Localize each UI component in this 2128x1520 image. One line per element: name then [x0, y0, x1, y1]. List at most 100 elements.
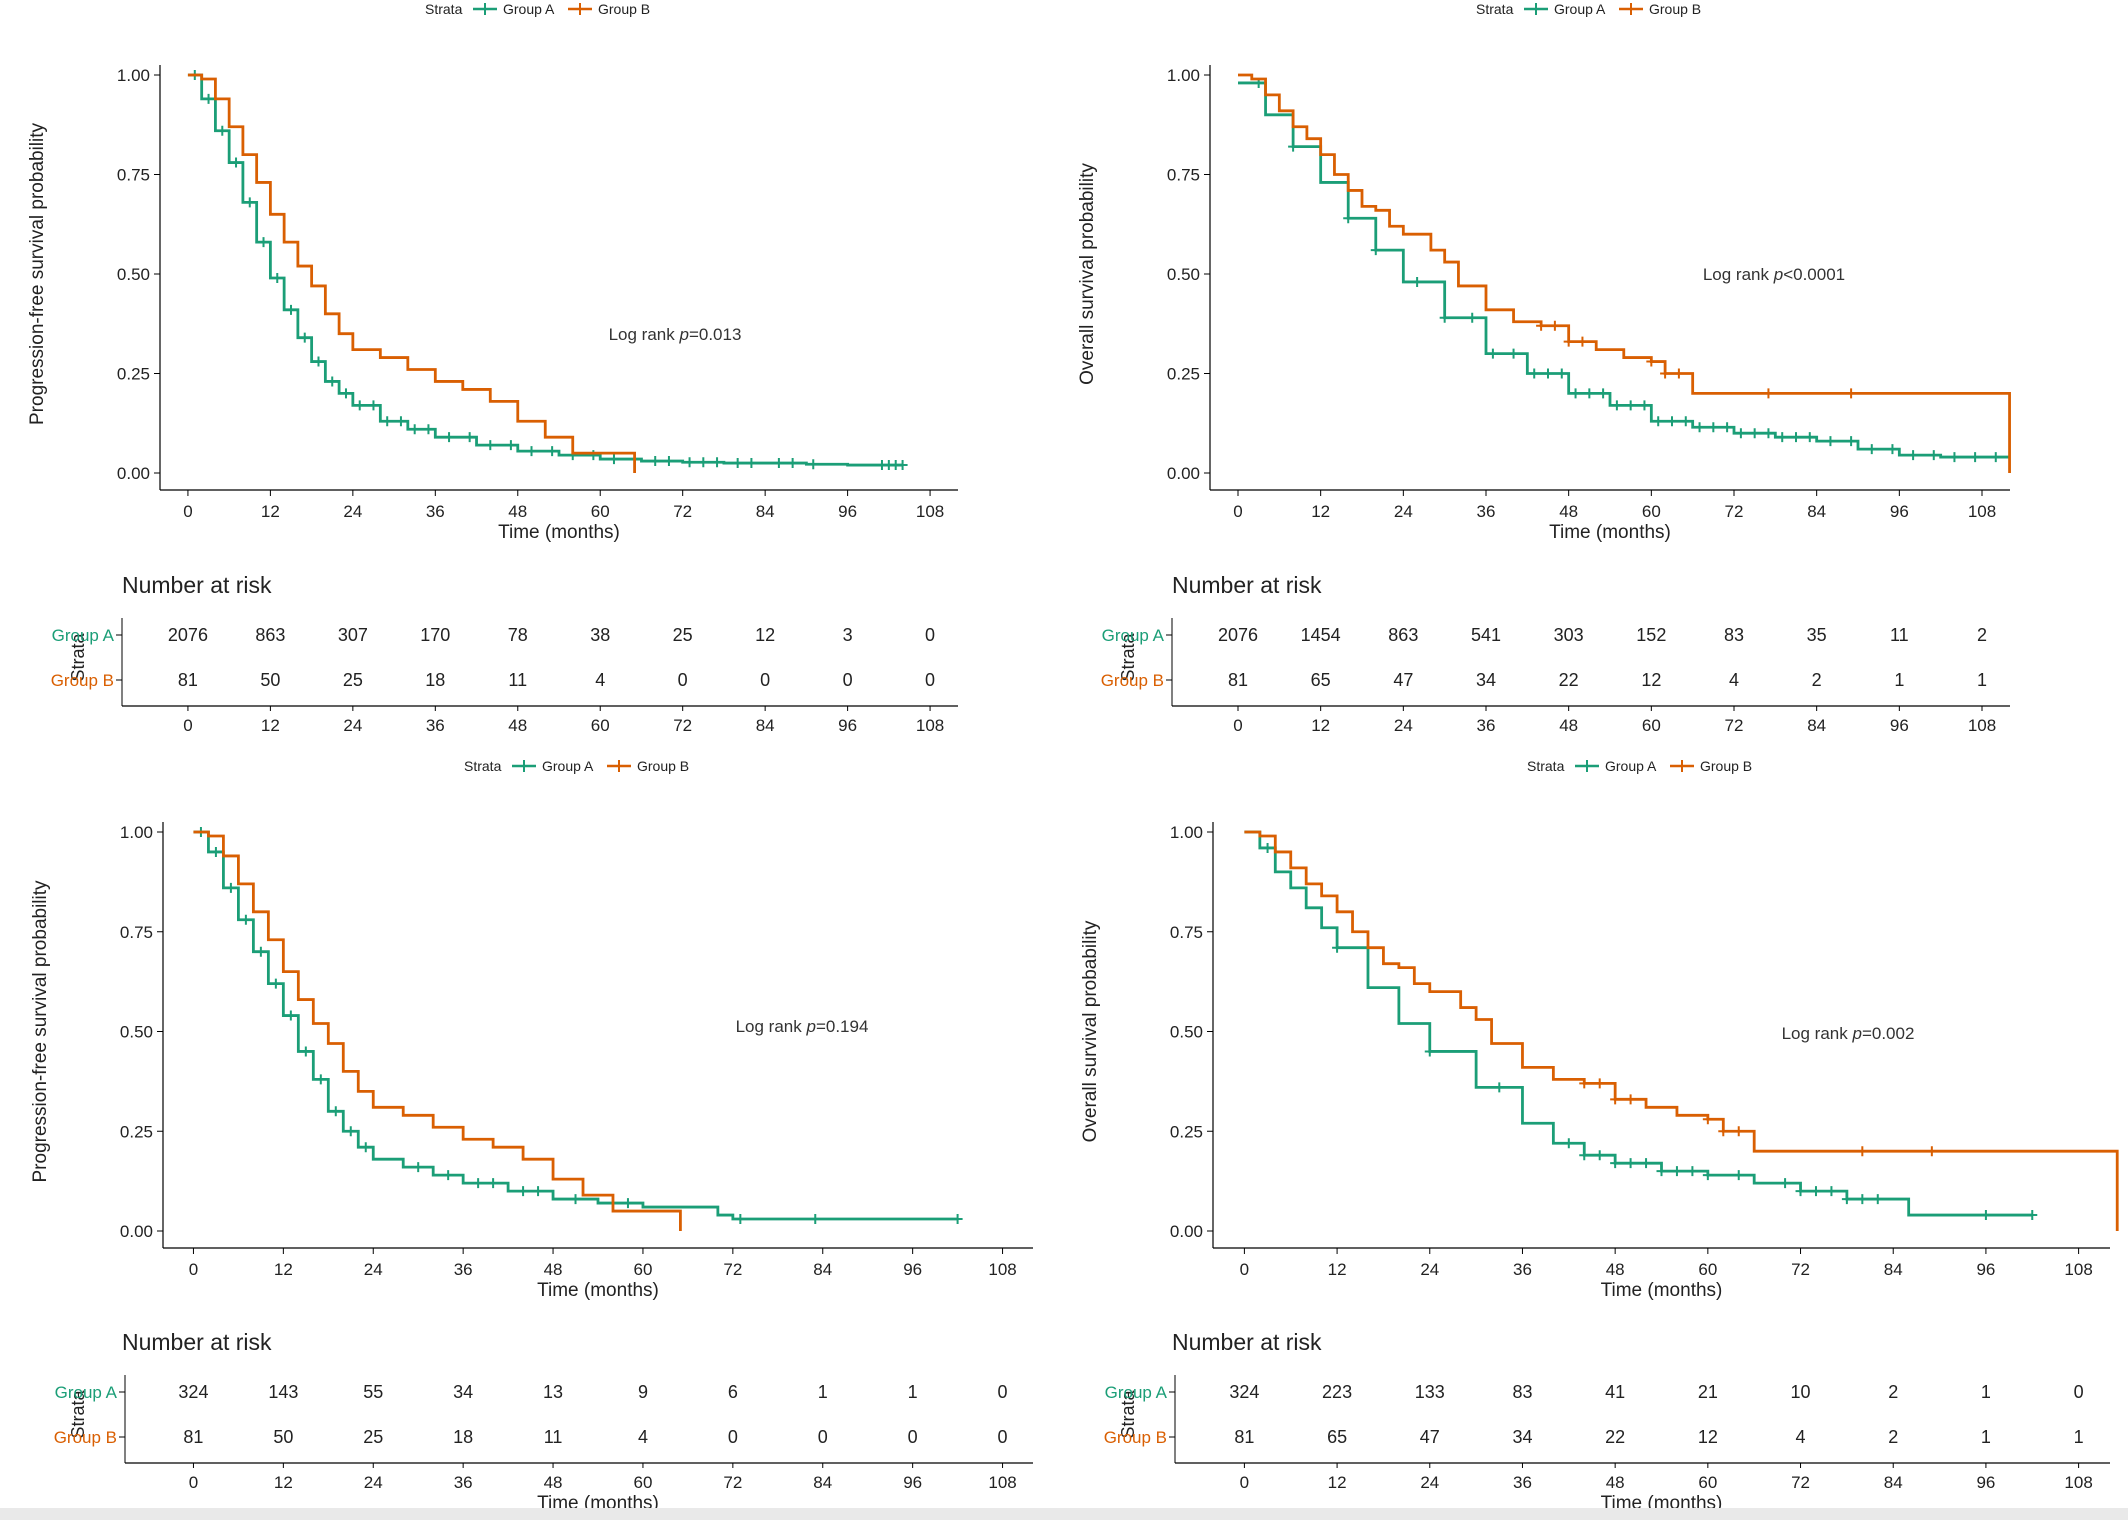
censor-mark: [1980, 1210, 1991, 1221]
risk-x-tick-label: 24: [343, 716, 362, 735]
series-line-group-b: [187, 73, 636, 473]
y-tick-label: 0.25: [1167, 365, 1200, 384]
risk-cell: 47: [1393, 670, 1413, 690]
censor-mark: [1733, 1126, 1744, 1137]
censor-mark: [570, 1194, 581, 1205]
censor-mark: [1598, 388, 1609, 399]
risk-cell: 324: [1229, 1382, 1259, 1402]
annotation-prefix: Log rank: [609, 325, 680, 344]
censor-mark: [1735, 428, 1746, 439]
legend: Strata Group A Group B: [1476, 1, 1701, 17]
censor-mark: [464, 432, 475, 443]
y-tick-label: 1.00: [117, 66, 150, 85]
log-rank-annotation: Log rank p<0.0001: [1703, 265, 1845, 284]
censor-mark: [1810, 1186, 1821, 1197]
risk-cell: 0: [760, 670, 770, 690]
censor-mark: [1702, 1114, 1713, 1125]
annotation-p: p: [678, 325, 688, 344]
censor-mark: [1733, 1170, 1744, 1181]
x-tick-label: 36: [1513, 1260, 1532, 1279]
risk-x-tick-label: 72: [673, 716, 692, 735]
x-tick-label: 96: [903, 1260, 922, 1279]
y-tick-label: 0.50: [120, 1023, 153, 1042]
risk-x-tick-label: 108: [1968, 716, 1996, 735]
y-tick-label: 0.75: [1170, 923, 1203, 942]
censor-mark: [698, 457, 709, 468]
censor-mark: [518, 1186, 529, 1197]
censor-mark: [286, 304, 297, 315]
censor-mark: [1841, 1194, 1852, 1205]
x-axis-title: Time (months): [537, 1280, 659, 1301]
x-tick-label: 36: [426, 502, 445, 521]
x-tick-label: 60: [1698, 1260, 1717, 1279]
risk-cell: 1: [818, 1382, 828, 1402]
censor-mark: [1412, 276, 1423, 287]
censor-mark: [650, 456, 661, 467]
censor-mark: [1926, 1146, 1937, 1157]
risk-cell: 10: [1791, 1382, 1811, 1402]
risk-x-tick-label: 96: [903, 1473, 922, 1492]
censor-mark: [1570, 388, 1581, 399]
risk-x-tick-label: 36: [1477, 716, 1496, 735]
risk-cell: 1: [1894, 670, 1904, 690]
x-axis-title: Time (months): [498, 522, 620, 543]
censor-mark: [1990, 452, 2001, 463]
censor-mark: [413, 1162, 424, 1173]
y-axis-title: Progression-free survival probability: [30, 880, 51, 1183]
legend-item: Group A: [512, 758, 594, 774]
censor-mark: [1949, 452, 1960, 463]
risk-cell: 133: [1415, 1382, 1445, 1402]
annotation-prefix: Log rank: [1782, 1024, 1853, 1043]
censor-mark: [1660, 368, 1671, 379]
risk-cell: 2: [1812, 670, 1822, 690]
censor-mark: [2027, 1210, 2038, 1221]
censor-mark: [526, 446, 537, 457]
legend-label: Group B: [1649, 1, 1701, 17]
y-tick-label: 0.75: [117, 166, 150, 185]
risk-x-tick-label: 72: [723, 1473, 742, 1492]
risk-cell: 2: [1888, 1382, 1898, 1402]
censor-mark: [1646, 356, 1657, 367]
censor-mark: [1611, 400, 1622, 411]
censor-mark: [1749, 428, 1760, 439]
censor-mark: [368, 400, 379, 411]
risk-x-tick-label: 0: [189, 1473, 198, 1492]
censor-mark: [1673, 368, 1684, 379]
censor-mark: [1579, 1078, 1590, 1089]
censor-mark: [313, 356, 324, 367]
y-tick-label: 0.00: [1170, 1222, 1203, 1241]
legend: Strata Group A Group B: [464, 758, 689, 774]
legend-item: Group B: [1619, 1, 1701, 17]
censor-mark: [1563, 336, 1574, 347]
censor-mark: [712, 457, 723, 468]
risk-cell: 863: [255, 625, 285, 645]
censor-mark: [808, 459, 819, 470]
series-line-group-a: [1244, 830, 2033, 1217]
censor-mark: [1594, 1078, 1605, 1089]
risk-cell: 35: [1807, 625, 1827, 645]
risk-x-tick-label: 0: [1233, 716, 1242, 735]
censor-mark: [1556, 368, 1567, 379]
censor-mark: [360, 1142, 371, 1153]
series-line-group-a: [1238, 81, 2010, 459]
risk-x-tick-label: 0: [183, 716, 192, 735]
x-tick-label: 24: [1420, 1260, 1439, 1279]
risk-x-tick-label: 0: [1240, 1473, 1249, 1492]
legend-label: Group B: [637, 758, 689, 774]
y-tick-label: 1.00: [1167, 66, 1200, 85]
x-tick-label: 24: [1394, 502, 1413, 521]
risk-cell: 50: [273, 1427, 293, 1447]
risk-cell: 9: [638, 1382, 648, 1402]
censor-mark: [1887, 444, 1898, 455]
censor-mark: [1846, 436, 1857, 447]
censor-mark: [1866, 444, 1877, 455]
risk-x-tick-label: 48: [508, 716, 527, 735]
x-tick-label: 108: [916, 502, 944, 521]
risk-x-tick-label: 36: [454, 1473, 473, 1492]
risk-cell: 0: [998, 1427, 1008, 1447]
strata-label: Strata: [1118, 633, 1138, 682]
censor-mark: [1549, 320, 1560, 331]
risk-row-label: Group A: [1105, 1383, 1168, 1402]
legend-item: Group A: [1575, 758, 1657, 774]
chart-panel-top-right: Strata Group A Group B0.000.250.500.751.00…: [1077, 1, 2011, 735]
